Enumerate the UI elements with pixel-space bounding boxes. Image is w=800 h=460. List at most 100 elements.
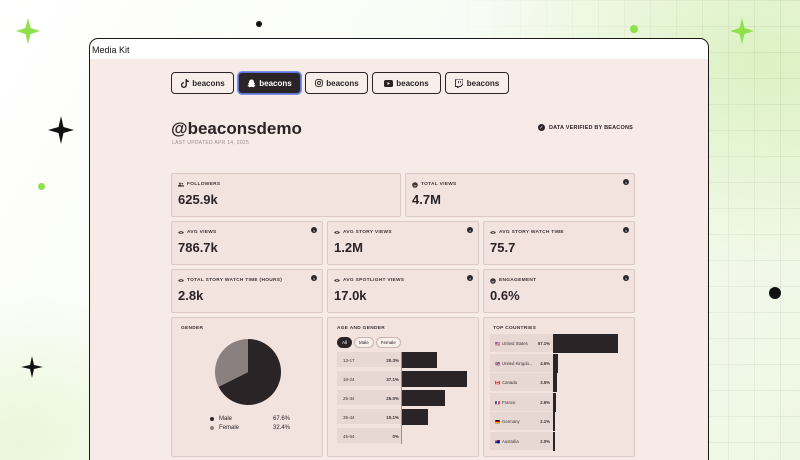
country-row: 🇦🇺 Australia 2.0% <box>490 431 553 451</box>
country-bar <box>553 392 556 412</box>
stat-value: 1.2M <box>334 240 363 255</box>
country-name: Germany <box>502 419 520 424</box>
eye-icon <box>334 278 340 283</box>
age-row: 45-54 0% <box>337 428 401 444</box>
country-pct: 4.6% <box>540 360 550 366</box>
flag-icon: 🇺🇸 <box>495 341 500 346</box>
black-dot <box>769 287 781 299</box>
country-bar <box>553 431 556 451</box>
age-bar <box>401 390 446 406</box>
stat-value: 0.6% <box>490 288 520 303</box>
info-icon[interactable]: i <box>467 275 473 281</box>
flag-icon: 🇬🇧 <box>495 360 500 366</box>
window-title: Media Kit <box>92 45 130 55</box>
age-row: 35-44 15.1% <box>337 409 401 425</box>
legend-item-male: Male 67.6% <box>210 416 290 422</box>
country-bar <box>553 334 618 353</box>
instagram-icon <box>314 79 323 88</box>
legend-name: Male <box>219 416 233 422</box>
verified-badge: ✓ DATA VERIFIED BY BEACONS <box>537 124 633 131</box>
country-row: 🇺🇸 United States 57.1% <box>490 334 553 353</box>
eye-icon <box>178 230 184 235</box>
country-pct: 57.1% <box>537 341 550 346</box>
age-bar <box>401 352 438 368</box>
green-sparkle-icon <box>730 18 754 44</box>
age-range-label: 35-44 <box>343 415 355 420</box>
country-pct: 2.0% <box>540 438 550 444</box>
black-sparkle-icon <box>48 116 74 144</box>
panel-title: TOP COUNTRIES <box>493 326 537 331</box>
info-icon[interactable]: i <box>467 227 473 233</box>
verified-text: DATA VERIFIED BY BEACONS <box>548 124 633 131</box>
stat-value: 2.8k <box>178 288 204 303</box>
tab-label: beacons <box>259 78 292 88</box>
green-sparkle-icon <box>16 18 40 44</box>
age-pct-label: 0% <box>392 434 399 439</box>
gender-pie-chart <box>215 339 281 405</box>
flag-icon: 🇫🇷 <box>495 399 500 405</box>
tab-label: beacons <box>466 78 500 88</box>
platform-tabs: beacons beacons beacons beacons <box>171 72 509 94</box>
info-icon[interactable]: i <box>311 275 317 281</box>
country-pct: 2.6% <box>540 399 550 405</box>
check-circle-icon: ✓ <box>537 124 545 131</box>
age-range-label: 45-54 <box>343 434 355 439</box>
legend-swatch <box>210 426 214 430</box>
age-pct-label: 37.1% <box>386 377 399 382</box>
snapchat-ghost-icon <box>247 79 256 88</box>
info-icon[interactable]: i <box>623 275 629 281</box>
black-sparkle-icon <box>21 356 43 378</box>
age-row: 25-34 25.0% <box>337 390 401 406</box>
stat-value: 625.9k <box>178 192 218 207</box>
info-icon[interactable]: i <box>623 179 629 185</box>
filter-male-button[interactable]: Male <box>354 337 374 348</box>
stat-total-views: TOTAL VIEWS 4.7M i <box>405 173 635 217</box>
country-row: 🇬🇧 United Kingdo... 4.6% <box>490 353 553 373</box>
legend-name: Female <box>219 425 240 431</box>
green-dot <box>630 25 638 33</box>
tab-tiktok[interactable]: beacons <box>171 72 234 94</box>
pie-slice-female <box>215 339 248 387</box>
tab-snapchat[interactable]: beacons <box>238 72 301 94</box>
stat-avg-views: AVG VIEWS 786.7k i <box>171 221 323 265</box>
panel-title: GENDER <box>181 326 204 331</box>
top-countries-panel: TOP COUNTRIES 🇺🇸 United States 57.1% 🇬🇧 Unit… <box>483 317 635 457</box>
age-pct-label: 20.3% <box>386 358 399 363</box>
age-row: 18-24 37.1% <box>337 371 401 387</box>
age-range-label: 13-17 <box>343 358 355 363</box>
country-row: 🇨🇦 Canada 3.5% <box>490 373 553 392</box>
stat-avg-story-watch-time: AVG STORY WATCH TIME 75.7 i <box>483 221 635 265</box>
last-updated: LAST UPDATED APR 14, 2025 <box>172 140 250 146</box>
age-pct-label: 15.1% <box>386 415 399 420</box>
tab-twitch[interactable]: beacons <box>445 72 509 94</box>
stat-total-story-watch-time: TOTAL STORY WATCH TIME (HOURS) 2.8k i <box>171 269 323 313</box>
flag-icon: 🇦🇺 <box>495 438 500 444</box>
info-icon[interactable]: i <box>623 227 629 233</box>
panel-title: AGE AND GENDER <box>337 326 385 331</box>
stat-followers: FOLLOWERS 625.9k <box>171 173 401 217</box>
media-kit-window: Media Kit beacons beacons beacons <box>89 38 709 460</box>
country-pct: 2.1% <box>540 419 550 424</box>
flag-icon: 🇩🇪 <box>495 419 500 424</box>
tiktok-icon <box>180 78 189 88</box>
stat-label: AVG STORY VIEWS <box>343 230 392 235</box>
smile-icon <box>490 278 496 284</box>
legend-pct: 32.4% <box>272 425 290 431</box>
tab-youtube[interactable]: beacons <box>372 72 441 94</box>
stat-label: TOTAL VIEWS <box>421 182 457 187</box>
tab-label: beacons <box>326 78 359 88</box>
country-name: United States <box>502 341 528 346</box>
stat-label: TOTAL STORY WATCH TIME (HOURS) <box>187 278 283 283</box>
age-range-label: 18-24 <box>343 377 355 382</box>
tab-instagram[interactable]: beacons <box>305 72 368 94</box>
stat-value: 4.7M <box>412 192 441 207</box>
twitch-icon <box>455 78 464 88</box>
info-icon[interactable]: i <box>311 227 317 233</box>
filter-female-button[interactable]: Female <box>375 337 401 348</box>
country-row: 🇩🇪 Germany 2.1% <box>490 412 553 431</box>
stat-engagement: ENGAGEMENT 0.6% i <box>483 269 635 313</box>
filter-all-button[interactable]: All <box>337 337 353 348</box>
age-pct-label: 25.0% <box>386 396 399 401</box>
country-bar <box>553 353 559 373</box>
age-row: 13-17 20.3% <box>337 352 401 368</box>
